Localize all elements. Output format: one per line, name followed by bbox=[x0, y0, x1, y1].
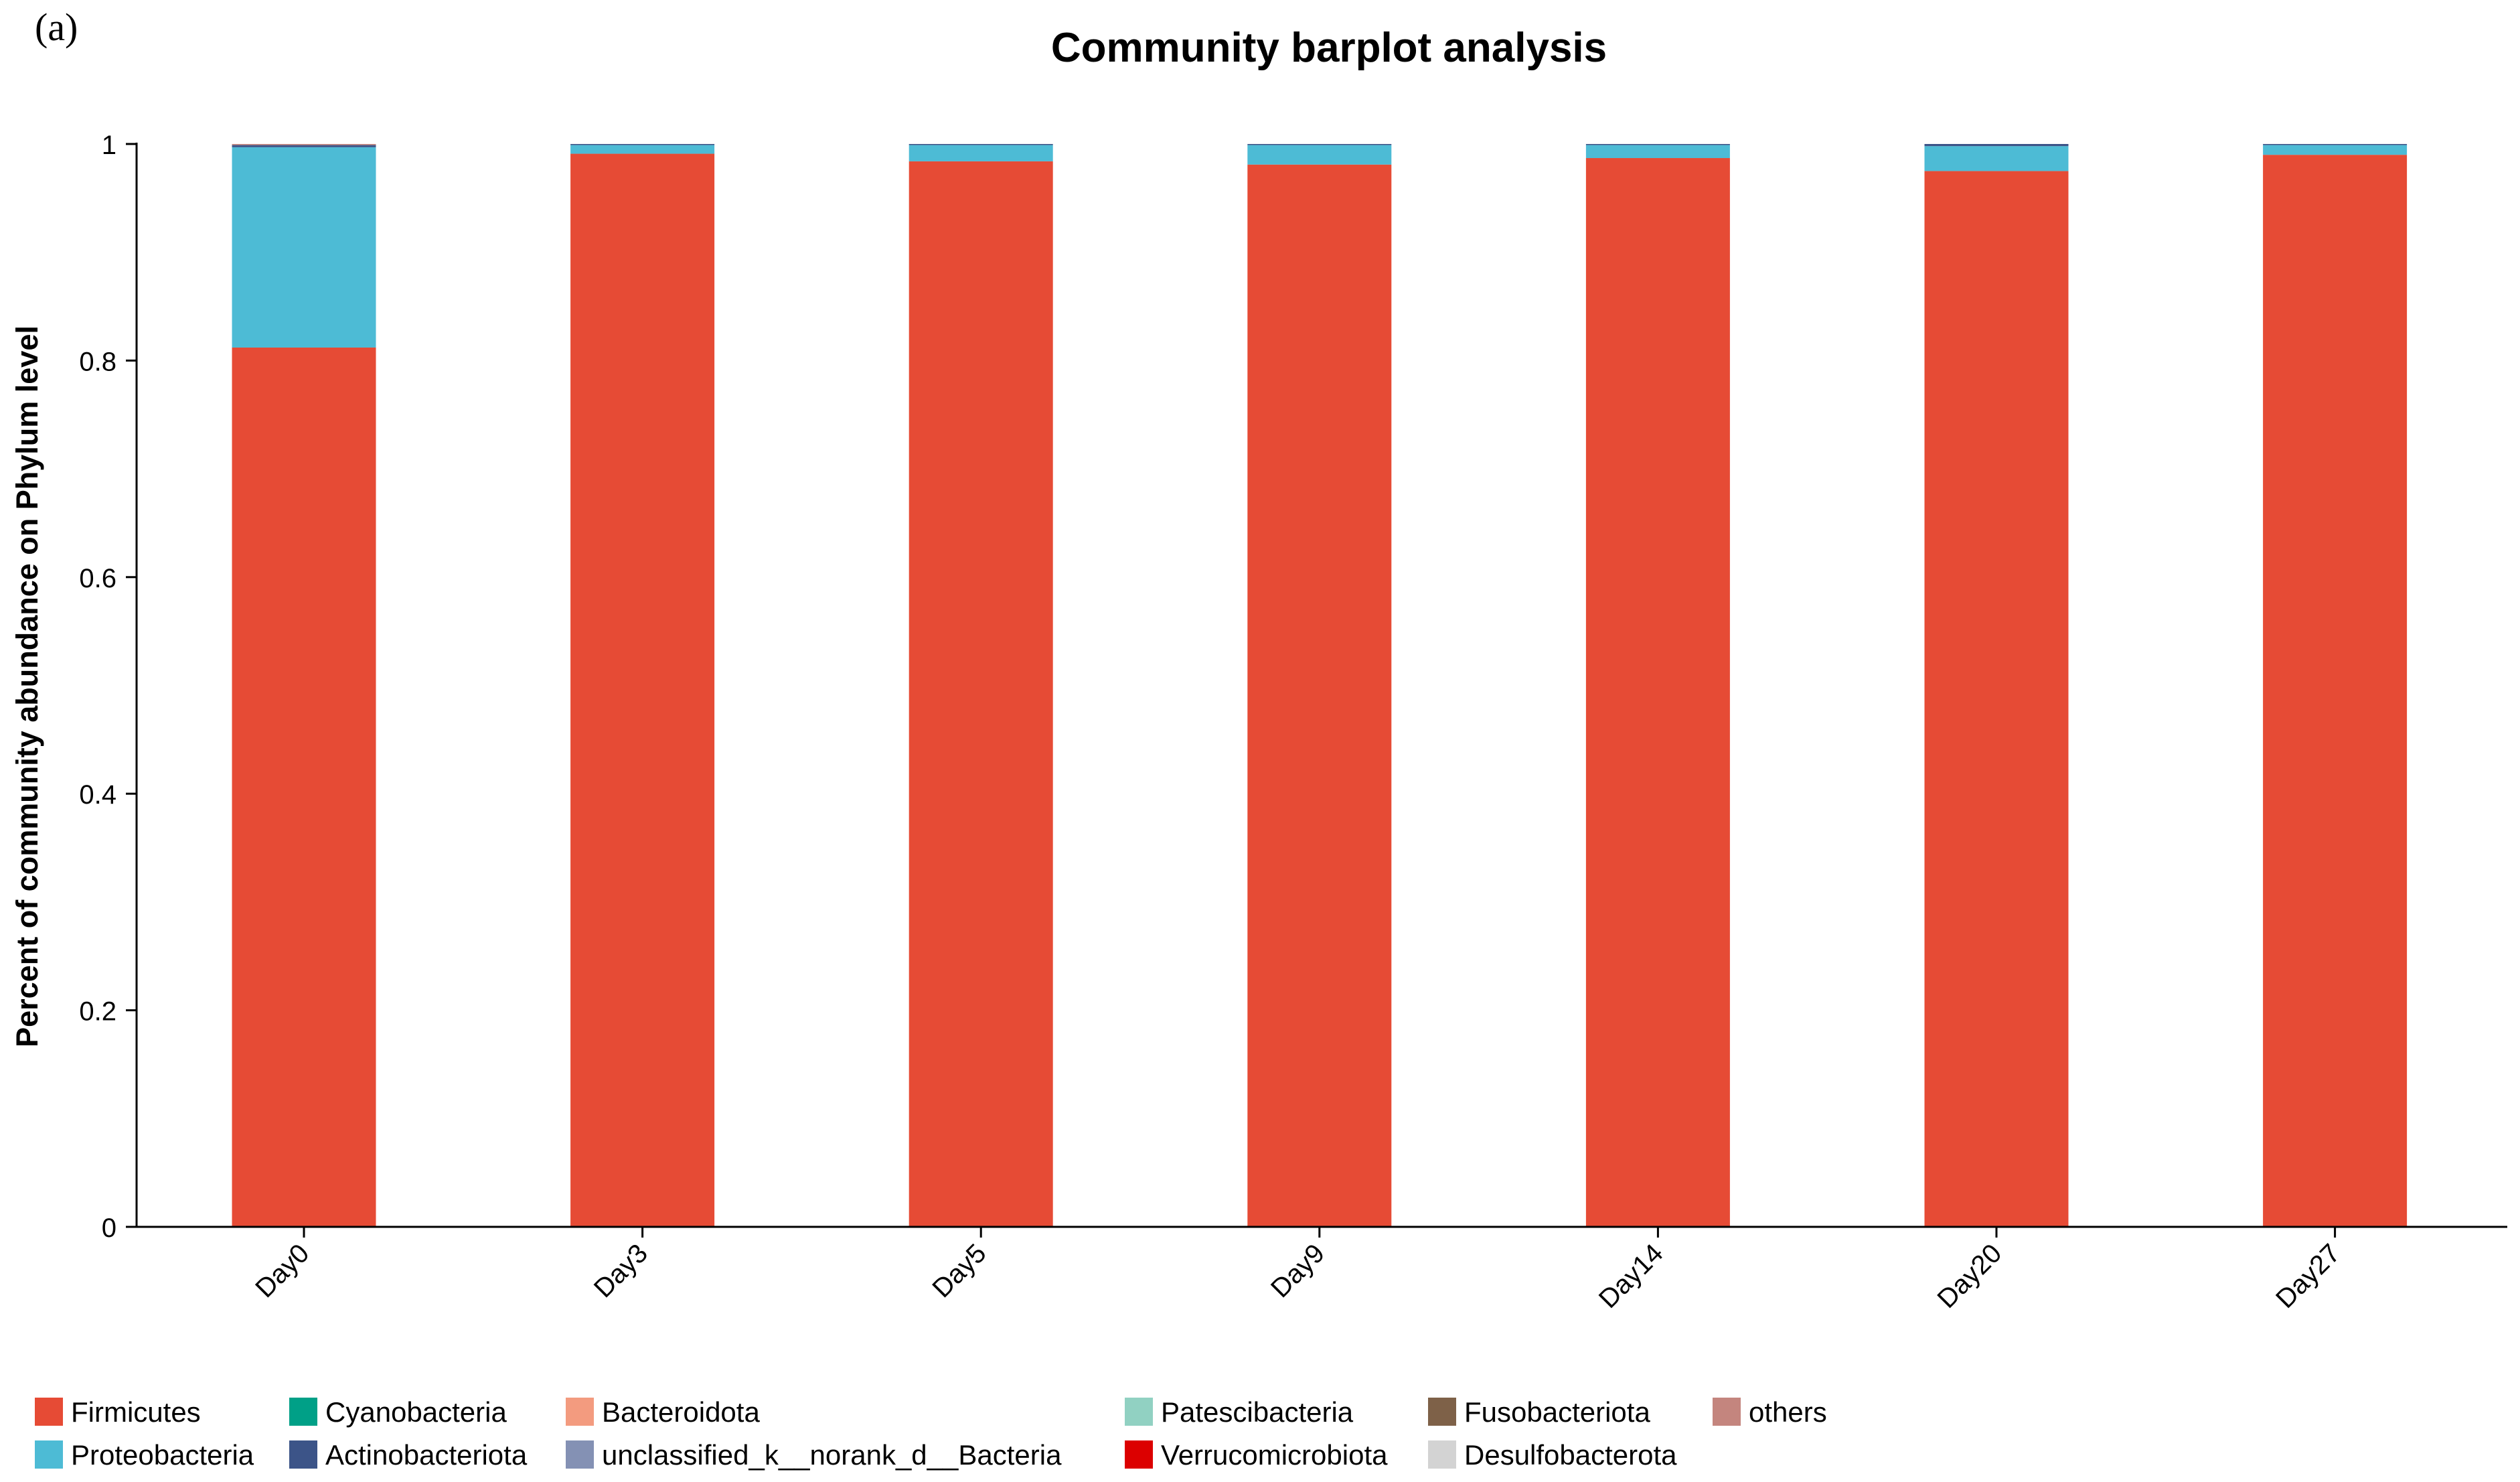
legend-label-patescibacteria: Patescibacteria bbox=[1161, 1396, 1354, 1428]
legend-swatch-bacteroidota bbox=[566, 1398, 594, 1426]
bars-layer bbox=[232, 144, 2408, 1228]
x-tick-label-day27: Day27 bbox=[2270, 1238, 2346, 1314]
legend-label-desulfobacterota: Desulfobacterota bbox=[1464, 1439, 1677, 1471]
y-tick-label: 1 bbox=[102, 131, 116, 160]
panel-label: (a) bbox=[35, 5, 78, 49]
bar-day27-actinobacteriota bbox=[2263, 144, 2408, 145]
y-tick-label: 0.2 bbox=[79, 997, 116, 1027]
legend-label-others: others bbox=[1749, 1396, 1827, 1428]
bar-day20-proteobacteria bbox=[1924, 146, 2069, 171]
bar-day27-firmicutes bbox=[2263, 155, 2408, 1227]
legend-label-fusobacteriota: Fusobacteriota bbox=[1464, 1396, 1650, 1428]
bar-day14-proteobacteria bbox=[1585, 145, 1730, 159]
legend-label-cyanobacteria: Cyanobacteria bbox=[325, 1396, 507, 1428]
bar-day5-proteobacteria bbox=[909, 145, 1053, 161]
bar-day14-actinobacteriota bbox=[1585, 144, 1730, 145]
x-tick-label-day14: Day14 bbox=[1593, 1238, 1669, 1314]
bar-day20-actinobacteriota bbox=[1924, 144, 2069, 147]
bar-day9-proteobacteria bbox=[1247, 145, 1392, 165]
y-tick-label: 0.6 bbox=[79, 564, 116, 593]
y-axis-label: Percent of community abundance on Phylum… bbox=[10, 325, 44, 1047]
bar-day3-proteobacteria bbox=[570, 145, 715, 154]
bar-day20-firmicutes bbox=[1924, 171, 2069, 1227]
legend-swatch-actinobacteriota bbox=[289, 1440, 317, 1469]
x-tick-label-day20: Day20 bbox=[1932, 1238, 2007, 1314]
legend-swatch-fusobacteriota bbox=[1428, 1398, 1456, 1426]
bar-day14-firmicutes bbox=[1585, 158, 1730, 1227]
legend-swatch-firmicutes bbox=[35, 1398, 63, 1426]
legend-label-proteobacteria: Proteobacteria bbox=[71, 1439, 254, 1471]
legend-label-unclassified-k-norank-d-bacteria: unclassified_k__norank_d__Bacteria bbox=[602, 1439, 1062, 1471]
legend-label-bacteroidota: Bacteroidota bbox=[602, 1396, 760, 1428]
x-tick-label-day5: Day5 bbox=[927, 1238, 992, 1303]
legend-swatch-desulfobacterota bbox=[1428, 1440, 1456, 1469]
legend-swatch-patescibacteria bbox=[1125, 1398, 1153, 1426]
legend-swatch-unclassified-k-norank-d-bacteria bbox=[566, 1440, 594, 1469]
legend-label-firmicutes: Firmicutes bbox=[71, 1396, 201, 1428]
legend-label-actinobacteriota: Actinobacteriota bbox=[325, 1439, 528, 1471]
bar-day5-firmicutes bbox=[909, 161, 1053, 1227]
y-tick-label: 0.4 bbox=[79, 780, 116, 810]
bar-day0-firmicutes bbox=[232, 348, 376, 1227]
x-tick-label-day3: Day3 bbox=[588, 1238, 653, 1303]
bar-day0-actinobacteriota bbox=[232, 145, 376, 147]
legend-swatch-cyanobacteria bbox=[289, 1398, 317, 1426]
bar-day5-actinobacteriota bbox=[909, 144, 1053, 145]
bar-day9-firmicutes bbox=[1247, 164, 1392, 1228]
bar-day27-proteobacteria bbox=[2263, 145, 2408, 155]
bar-day9-actinobacteriota bbox=[1247, 144, 1392, 145]
bar-day0-proteobacteria bbox=[232, 147, 376, 348]
legend-swatch-others bbox=[1713, 1398, 1741, 1426]
bar-day0-others bbox=[232, 144, 376, 145]
legend-swatch-proteobacteria bbox=[35, 1440, 63, 1469]
y-tick-label: 0 bbox=[102, 1213, 116, 1243]
y-tick-label: 0.8 bbox=[79, 347, 116, 376]
bar-day3-firmicutes bbox=[570, 153, 715, 1227]
legend-swatch-verrucomicrobiota bbox=[1125, 1440, 1153, 1469]
x-tick-label-day9: Day9 bbox=[1265, 1238, 1330, 1303]
chart-title: Community barplot analysis bbox=[1051, 25, 1607, 71]
x-tick-label-day0: Day0 bbox=[250, 1238, 315, 1303]
legend: Firmicutes Proteobacteria Cyanobacteria Act… bbox=[35, 1396, 1827, 1471]
legend-label-verrucomicrobiota: Verrucomicrobiota bbox=[1161, 1439, 1388, 1471]
bar-day3-actinobacteriota bbox=[570, 144, 715, 145]
